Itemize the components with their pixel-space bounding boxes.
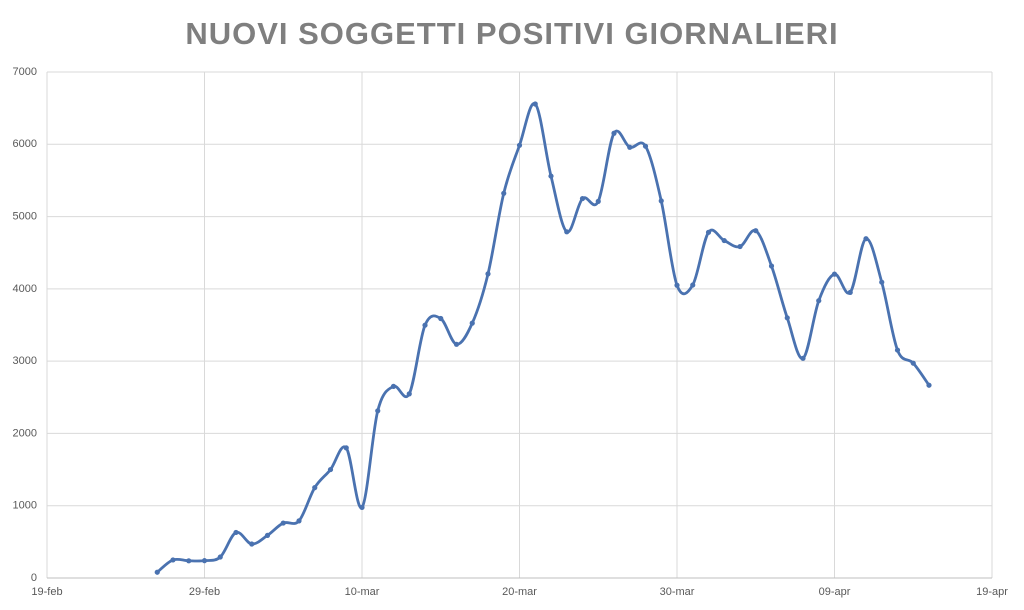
y-tick-label: 6000: [13, 138, 37, 150]
data-point: [690, 282, 696, 288]
data-point: [753, 228, 759, 234]
series-line: [156, 102, 931, 574]
y-tick-label: 5000: [13, 210, 37, 222]
data-point: [611, 130, 617, 136]
y-tick-label: 7000: [13, 66, 37, 78]
data-point: [406, 391, 412, 397]
data-point: [737, 243, 743, 250]
data-point: [327, 466, 334, 473]
y-tick-label: 4000: [13, 283, 37, 295]
data-point: [453, 341, 460, 347]
x-tick-label: 09-apr: [819, 586, 851, 598]
data-point: [564, 229, 570, 235]
y-tick-label: 0: [31, 572, 37, 584]
data-point: [816, 298, 822, 304]
data-point: [154, 569, 160, 575]
data-point: [249, 541, 255, 547]
x-tick-label: 19-apr: [976, 586, 1008, 598]
y-tick-label: 2000: [13, 427, 37, 439]
data-point: [768, 263, 775, 269]
data-point: [264, 532, 271, 538]
chart-title: NUOVI SOGGETTI POSITIVI GIORNALIERI: [185, 16, 838, 51]
data-point: [658, 198, 664, 204]
data-point: [910, 360, 916, 366]
data-point: [784, 315, 790, 321]
data-point: [280, 520, 286, 526]
data-point: [579, 195, 586, 202]
data-point: [879, 279, 885, 285]
data-point: [233, 529, 239, 536]
data-point: [422, 322, 428, 328]
data-point: [375, 408, 381, 414]
data-point: [847, 289, 853, 295]
data-point: [170, 557, 176, 563]
data-point: [186, 558, 192, 564]
data-point: [532, 101, 538, 107]
data-point: [312, 485, 318, 491]
data-point: [201, 558, 208, 564]
data-point: [359, 504, 365, 510]
data-point: [627, 144, 633, 150]
data-point: [516, 142, 523, 148]
data-point: [469, 320, 475, 326]
data-point: [926, 382, 932, 388]
data-point: [595, 198, 601, 204]
x-tick-label: 29-feb: [189, 586, 220, 598]
data-point: [705, 229, 712, 235]
data-point: [296, 518, 302, 524]
data-point: [800, 355, 806, 361]
x-tick-label: 30-mar: [660, 586, 695, 598]
data-point: [343, 445, 349, 451]
data-point: [501, 190, 507, 196]
data-point: [485, 271, 491, 277]
data-point: [831, 271, 838, 277]
data-point: [438, 315, 444, 322]
y-tick-label: 1000: [13, 500, 37, 512]
data-point: [674, 282, 680, 288]
data-point: [721, 237, 727, 244]
x-tick-label: 19-feb: [31, 586, 62, 598]
data-point: [642, 143, 649, 149]
data-point: [548, 173, 554, 179]
data-point: [894, 347, 901, 353]
data-point: [390, 383, 397, 389]
data-point: [863, 236, 869, 242]
y-tick-label: 3000: [13, 355, 37, 367]
data-point: [217, 554, 223, 560]
x-tick-label: 10-mar: [345, 586, 380, 598]
x-tick-label: 20-mar: [502, 586, 537, 598]
